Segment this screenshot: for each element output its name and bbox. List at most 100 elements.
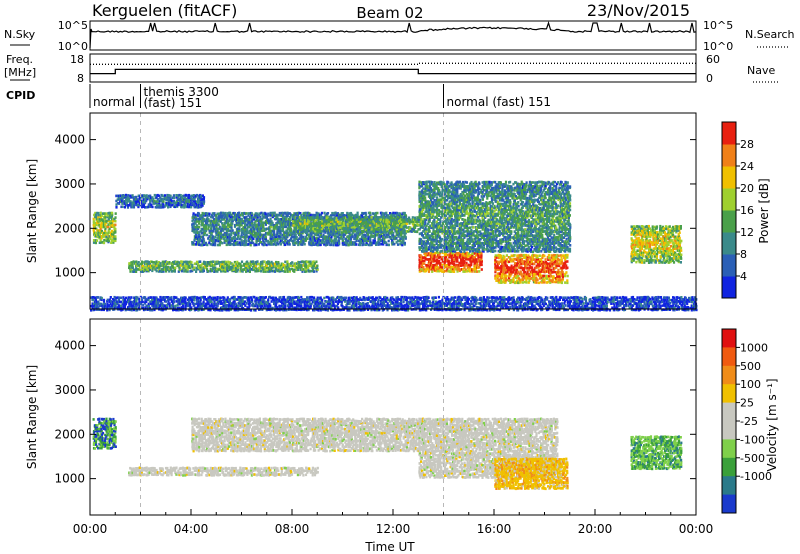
echo-cell <box>284 270 287 273</box>
echo-cell <box>268 241 271 244</box>
echo-cell <box>276 237 279 241</box>
echo-cell <box>228 214 231 217</box>
echo-cell <box>226 268 229 271</box>
echo-cell <box>392 223 395 227</box>
echo-cell <box>439 218 442 222</box>
echo-cell <box>292 264 295 267</box>
echo-cell <box>194 243 198 246</box>
echo-cell <box>155 206 158 209</box>
echo-cell <box>240 222 243 225</box>
echo-cell <box>382 212 385 215</box>
echo-cell <box>276 262 279 266</box>
echo-cell <box>371 230 374 233</box>
echo-cell <box>128 266 131 270</box>
echo-cell <box>248 264 251 267</box>
echo-cell <box>249 233 252 237</box>
echo-cell <box>238 226 241 229</box>
echo-cell <box>225 266 228 270</box>
echo-cell <box>192 224 195 227</box>
echo-cell <box>448 200 451 203</box>
echo-cell <box>297 225 300 229</box>
echo-cell <box>242 212 245 215</box>
echo-cell <box>260 222 263 225</box>
echo-cell <box>332 230 335 233</box>
echo-cell <box>162 197 165 201</box>
echo-cell <box>244 226 247 229</box>
echo-cell <box>303 242 306 246</box>
echo-cell <box>112 237 115 240</box>
echo-cell <box>277 262 280 266</box>
echo-cell <box>219 266 222 269</box>
echo-cell <box>424 196 427 199</box>
echo-cell <box>134 201 137 205</box>
echo-cell <box>396 223 399 227</box>
echo-cell <box>250 233 253 237</box>
echo-cell <box>288 221 291 225</box>
echo-cell <box>285 237 288 241</box>
echo-cell <box>254 235 257 238</box>
echo-cell <box>261 229 264 233</box>
echo-cell <box>327 222 330 225</box>
echo-cell <box>183 266 186 270</box>
echo-cell <box>255 262 258 266</box>
echo-cell <box>125 198 129 201</box>
echo-cell <box>369 221 372 225</box>
echo-cell <box>197 194 201 198</box>
echo-cell <box>401 221 404 225</box>
echo-cell <box>200 216 203 219</box>
echo-cell <box>225 221 228 225</box>
echo-cell <box>230 227 233 230</box>
echo-cell <box>453 270 456 273</box>
echo-cell <box>392 241 395 244</box>
echo-cell <box>227 219 230 223</box>
echo-cell <box>155 200 158 203</box>
echo-cell <box>270 220 273 223</box>
echo-cell <box>277 261 280 264</box>
echo-cell <box>173 260 177 263</box>
echo-cell <box>351 233 354 236</box>
echo-cell <box>387 233 390 236</box>
echo-cell <box>273 229 276 233</box>
echo-cell <box>249 268 252 271</box>
echo-cell <box>329 237 332 240</box>
echo-cell <box>292 224 295 227</box>
echo-cell <box>178 266 181 270</box>
echo-cell <box>360 241 363 244</box>
echo-cell <box>364 216 367 220</box>
echo-cell <box>92 220 95 223</box>
echo-cell <box>293 239 296 242</box>
echo-cell <box>368 230 372 233</box>
echo-cell <box>145 266 148 269</box>
echo-cell <box>338 241 341 245</box>
echo-cell <box>227 222 230 225</box>
echo-cell <box>377 224 380 227</box>
echo-cell <box>308 214 311 218</box>
echo-cell <box>147 205 150 209</box>
echo-cell <box>183 260 186 264</box>
echo-cell <box>312 221 315 225</box>
echo-cell <box>138 266 141 270</box>
echo-cell <box>129 196 132 199</box>
echo-cell <box>99 214 102 217</box>
echo-cell <box>373 239 376 243</box>
echo-cell <box>286 264 289 267</box>
echo-cell <box>243 262 246 266</box>
echo-cell <box>209 229 212 233</box>
echo-cell <box>326 235 329 239</box>
echo-cell <box>364 237 367 240</box>
echo-cell <box>207 261 210 264</box>
echo-cell <box>114 223 117 227</box>
echo-cell <box>329 224 332 227</box>
echo-cell <box>173 201 177 205</box>
echo-cell <box>280 217 283 221</box>
echo-cell <box>237 231 240 235</box>
echo-cell <box>269 233 272 237</box>
echo-cell <box>338 230 341 234</box>
echo-cell <box>386 243 389 246</box>
echo-cell <box>173 270 176 273</box>
echo-cell <box>329 233 333 237</box>
echo-cell <box>261 237 264 240</box>
echo-cell <box>116 198 119 201</box>
echo-cell <box>252 241 255 245</box>
echo-cell <box>389 212 392 215</box>
